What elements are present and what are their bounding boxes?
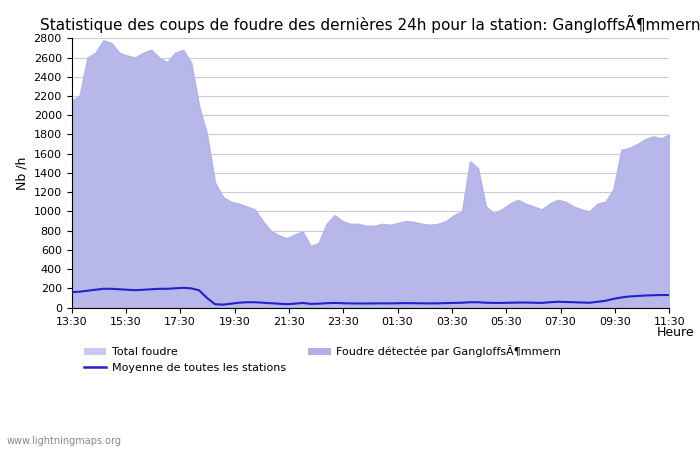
Title: Statistique des coups de foudre des dernières 24h pour la station: GangloffsÃ¶mm: Statistique des coups de foudre des dern… [40, 15, 700, 33]
X-axis label: Heure: Heure [657, 326, 694, 339]
Y-axis label: Nb /h: Nb /h [15, 156, 28, 189]
Text: www.lightningmaps.org: www.lightningmaps.org [7, 436, 122, 446]
Legend: Total foudre, Moyenne de toutes les stations, Foudre détectée par GangloffsÃ¶mme: Total foudre, Moyenne de toutes les stat… [80, 341, 566, 378]
